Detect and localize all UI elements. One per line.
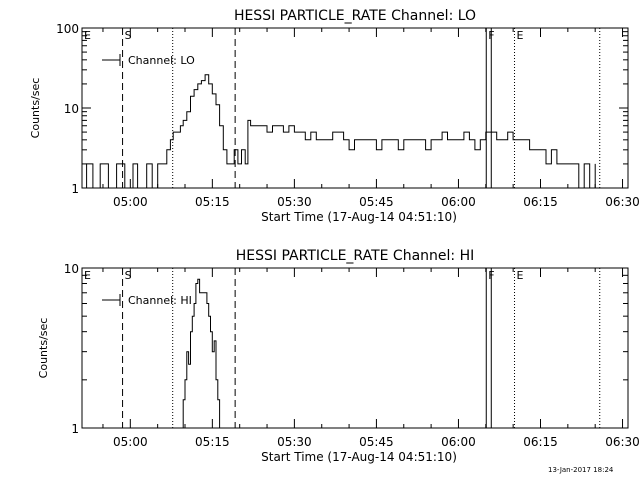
chart-title: HESSI PARTICLE_RATE Channel: LO <box>234 8 476 24</box>
event-marker-label: E <box>84 269 91 282</box>
x-tick-label: 06:30 <box>605 435 640 449</box>
event-marker-label: E <box>517 269 524 282</box>
legend-label: Channel: HI <box>128 294 192 307</box>
y-tick-label: 10 <box>64 262 79 276</box>
series-line <box>181 278 222 429</box>
series-line <box>82 74 596 189</box>
x-tick-label: 06:15 <box>523 195 558 209</box>
x-tick-label: 06:00 <box>441 435 476 449</box>
x-tick-label: 05:15 <box>195 195 230 209</box>
plot-frame <box>81 267 629 429</box>
footer-timestamp: 13-Jan-2017 18:24 <box>548 466 614 474</box>
x-tick-label: 05:30 <box>277 195 312 209</box>
y-tick-label: 1 <box>71 422 79 436</box>
x-axis-label: Start Time (17-Aug-14 04:51:10) <box>261 450 457 464</box>
event-marker-label: S <box>125 29 132 42</box>
y-tick-label: 1 <box>71 182 79 196</box>
y-axis-label: Counts/sec <box>37 318 50 379</box>
x-tick-label: 05:00 <box>113 195 148 209</box>
x-axis-label: Start Time (17-Aug-14 04:51:10) <box>261 210 457 224</box>
x-tick-label: 06:30 <box>605 195 640 209</box>
event-marker-label: S <box>125 269 132 282</box>
x-tick-label: 05:45 <box>359 195 394 209</box>
legend-label: Channel: LO <box>128 54 195 67</box>
x-tick-label: 06:00 <box>441 195 476 209</box>
x-tick-label: 05:15 <box>195 435 230 449</box>
y-axis-label: Counts/sec <box>29 78 42 139</box>
y-tick-label: 10 <box>64 102 79 116</box>
x-tick-label: 05:00 <box>113 435 148 449</box>
x-tick-label: 06:15 <box>523 435 558 449</box>
chart-title: HESSI PARTICLE_RATE Channel: HI <box>236 248 474 264</box>
y-tick-label: 100 <box>56 22 79 36</box>
event-marker-label: E <box>84 29 91 42</box>
x-tick-label: 05:30 <box>277 435 312 449</box>
x-tick-label: 05:45 <box>359 435 394 449</box>
event-marker-label: E <box>517 29 524 42</box>
